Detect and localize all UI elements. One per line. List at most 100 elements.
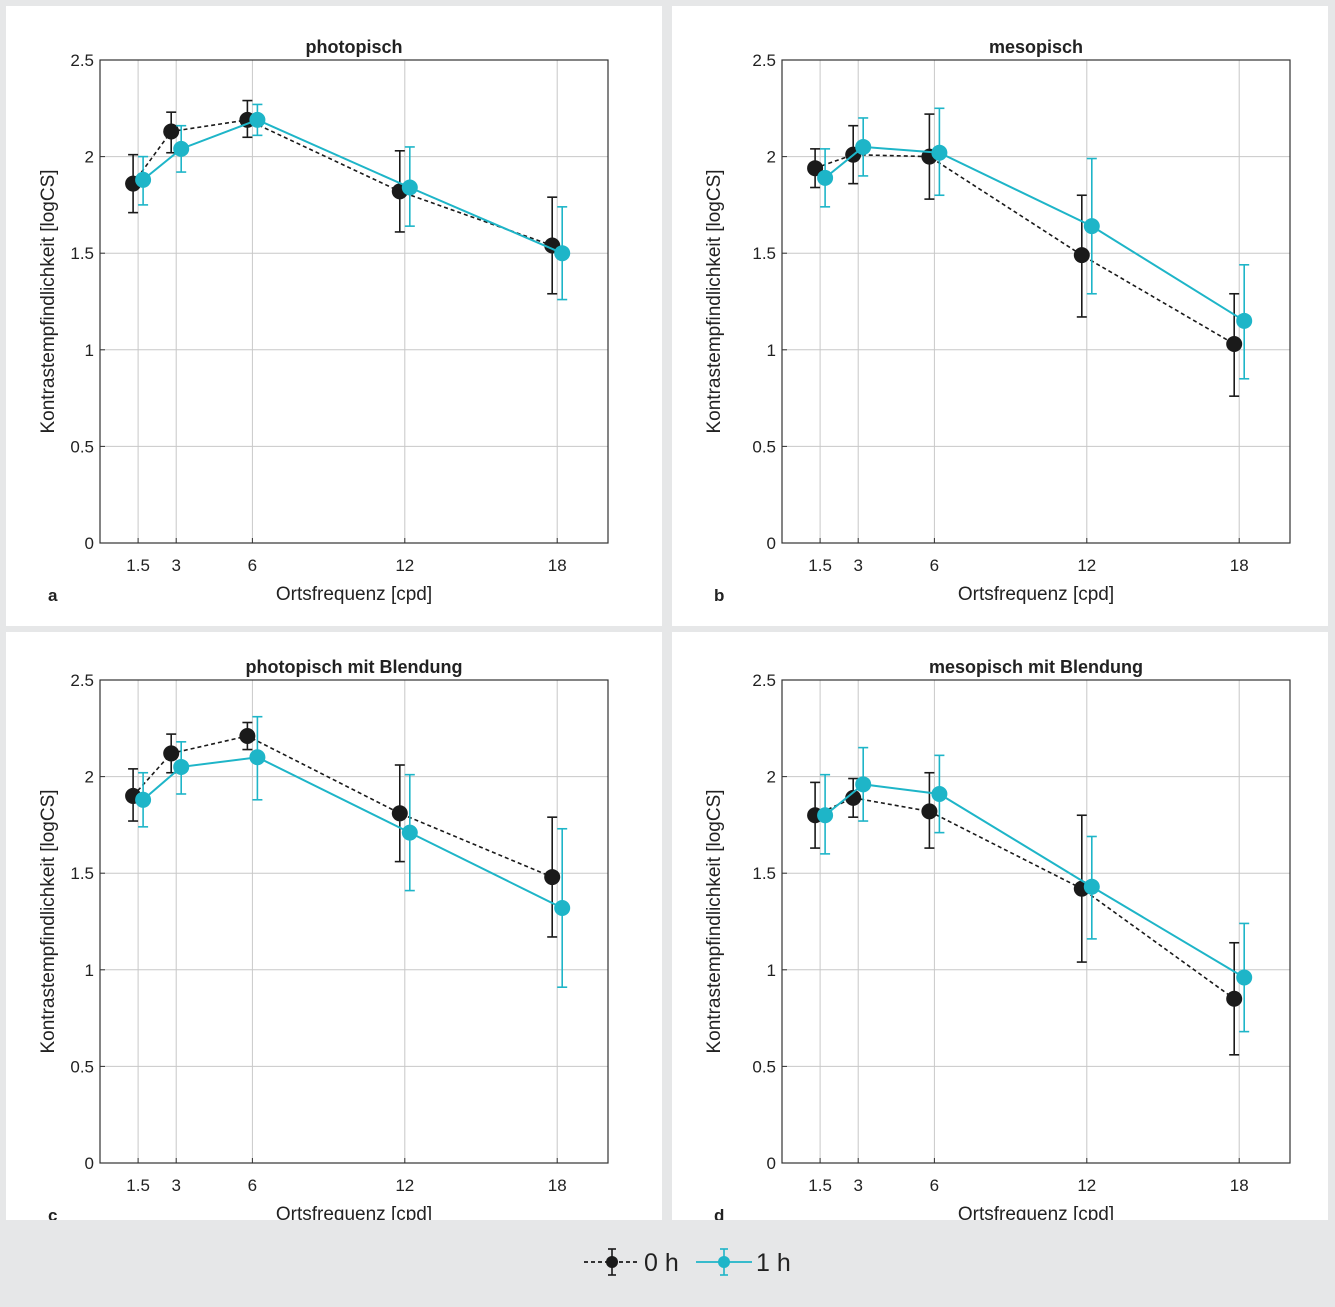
- data-point: [807, 160, 824, 177]
- y-tick-label: 0: [85, 1154, 94, 1173]
- y-tick-label: 1.5: [752, 864, 776, 883]
- data-point: [239, 728, 256, 745]
- x-tick-label: 3: [171, 1176, 180, 1195]
- y-tick-label: 2.5: [70, 671, 94, 690]
- data-point: [554, 245, 571, 262]
- y-axis-label: Kontrastempfindlichkeit [logCS]: [38, 169, 59, 433]
- data-point: [163, 123, 180, 140]
- data-point: [1236, 312, 1253, 329]
- series-line: [132, 735, 553, 878]
- y-tick-label: 1.5: [752, 244, 776, 263]
- x-tick-label: 18: [548, 556, 567, 575]
- chart-title: photopisch: [306, 37, 403, 57]
- panel-letter: d: [714, 1206, 724, 1220]
- y-axis-label: Kontrastempfindlichkeit [logCS]: [38, 789, 59, 1053]
- data-point: [931, 785, 948, 802]
- data-point: [401, 179, 418, 196]
- x-tick-label: 1.5: [808, 556, 832, 575]
- chart-title: mesopisch mit Blendung: [929, 657, 1143, 677]
- panel-letter: b: [714, 586, 724, 605]
- y-tick-label: 2: [767, 768, 776, 787]
- x-tick-label: 1.5: [808, 1176, 832, 1195]
- x-tick-label: 3: [853, 556, 862, 575]
- x-axis-label: Ortsfrequenz [cpd]: [276, 584, 432, 605]
- y-tick-label: 1: [767, 341, 776, 360]
- chart-svg-c: 0 0.5 1 1.5 2 2.5 1.5 3 6 12 18 photopisch mit Blen…: [38, 657, 609, 1220]
- legend-marker: [718, 1256, 730, 1268]
- x-tick-label: 6: [930, 556, 939, 575]
- data-point: [249, 749, 266, 766]
- x-tick-label: 6: [248, 1176, 257, 1195]
- x-tick-label: 6: [248, 556, 257, 575]
- data-point: [249, 111, 266, 128]
- chart-panel-d: 0 0.5 1 1.5 2 2.5 1.5 3 6 12 18 mesopisch mit Blend…: [672, 632, 1328, 1220]
- data-point: [855, 776, 872, 793]
- series-line: [142, 118, 563, 255]
- data-point: [931, 144, 948, 161]
- series-line: [132, 119, 553, 247]
- y-tick-label: 0.5: [70, 1057, 94, 1076]
- y-axis-label: Kontrastempfindlichkeit [logCS]: [704, 169, 725, 433]
- data-point: [173, 758, 190, 775]
- x-tick-label: 1.5: [126, 556, 150, 575]
- y-tick-label: 1: [85, 341, 94, 360]
- data-point: [544, 869, 561, 886]
- data-point: [135, 791, 152, 808]
- y-tick-label: 2: [85, 768, 94, 787]
- y-tick-label: 1: [85, 961, 94, 980]
- chart-panel-b: 0 0.5 1 1.5 2 2.5 1.5 3 6 12 18 mesopisch Ortsfreque…: [672, 6, 1328, 626]
- x-tick-label: 3: [853, 1176, 862, 1195]
- chart-title: mesopisch: [989, 37, 1083, 57]
- data-point: [173, 140, 190, 157]
- x-tick-label: 6: [930, 1176, 939, 1195]
- y-tick-label: 2.5: [752, 671, 776, 690]
- data-point: [1236, 969, 1253, 986]
- y-tick-label: 0: [85, 534, 94, 553]
- y-tick-label: 0.5: [752, 1057, 776, 1076]
- plot-area-frame: [99, 59, 609, 544]
- x-axis-label: Ortsfrequenz [cpd]: [276, 1204, 432, 1220]
- series-line: [824, 145, 1245, 322]
- data-point: [135, 171, 152, 188]
- panel-letter: c: [48, 1206, 57, 1220]
- y-tick-label: 1.5: [70, 864, 94, 883]
- x-tick-label: 12: [395, 556, 414, 575]
- plot-area-frame: [781, 59, 1291, 544]
- chart-svg-a: 0 0.5 1 1.5 2 2.5 1.5 3 6 12 18 photopisch Ortsfrequ…: [38, 37, 609, 605]
- data-point: [921, 803, 938, 820]
- y-tick-label: 1.5: [70, 244, 94, 263]
- data-point: [391, 805, 408, 822]
- chart-svg-b: 0 0.5 1 1.5 2 2.5 1.5 3 6 12 18 mesopisch Ortsfreque…: [704, 37, 1291, 605]
- data-point: [1083, 878, 1100, 895]
- data-point: [1226, 336, 1243, 353]
- x-tick-label: 12: [1077, 1176, 1096, 1195]
- chart-svg-d: 0 0.5 1 1.5 2 2.5 1.5 3 6 12 18 mesopisch mit Blend…: [704, 657, 1291, 1220]
- legend-label: 1 h: [756, 1249, 791, 1277]
- x-tick-label: 18: [548, 1176, 567, 1195]
- data-point: [1083, 218, 1100, 235]
- y-tick-label: 2: [85, 148, 94, 167]
- y-tick-label: 0.5: [70, 437, 94, 456]
- legend-label: 0 h: [644, 1249, 679, 1277]
- x-tick-label: 12: [1077, 556, 1096, 575]
- data-point: [817, 807, 834, 824]
- y-axis-label: Kontrastempfindlichkeit [logCS]: [704, 789, 725, 1053]
- x-tick-label: 18: [1230, 556, 1249, 575]
- y-tick-label: 2.5: [752, 51, 776, 70]
- series-line: [814, 153, 1235, 345]
- plot-area-frame: [99, 679, 609, 1164]
- x-tick-label: 1.5: [126, 1176, 150, 1195]
- data-point: [855, 138, 872, 155]
- series-line: [142, 756, 563, 909]
- data-point: [817, 169, 834, 186]
- series-line: [814, 797, 1235, 1000]
- y-tick-label: 0: [767, 1154, 776, 1173]
- data-point: [1073, 247, 1090, 264]
- x-tick-label: 3: [171, 556, 180, 575]
- y-tick-label: 0.5: [752, 437, 776, 456]
- y-tick-label: 2.5: [70, 51, 94, 70]
- plot-area-frame: [781, 679, 1291, 1164]
- data-point: [1226, 990, 1243, 1007]
- x-tick-label: 18: [1230, 1176, 1249, 1195]
- data-point: [163, 745, 180, 762]
